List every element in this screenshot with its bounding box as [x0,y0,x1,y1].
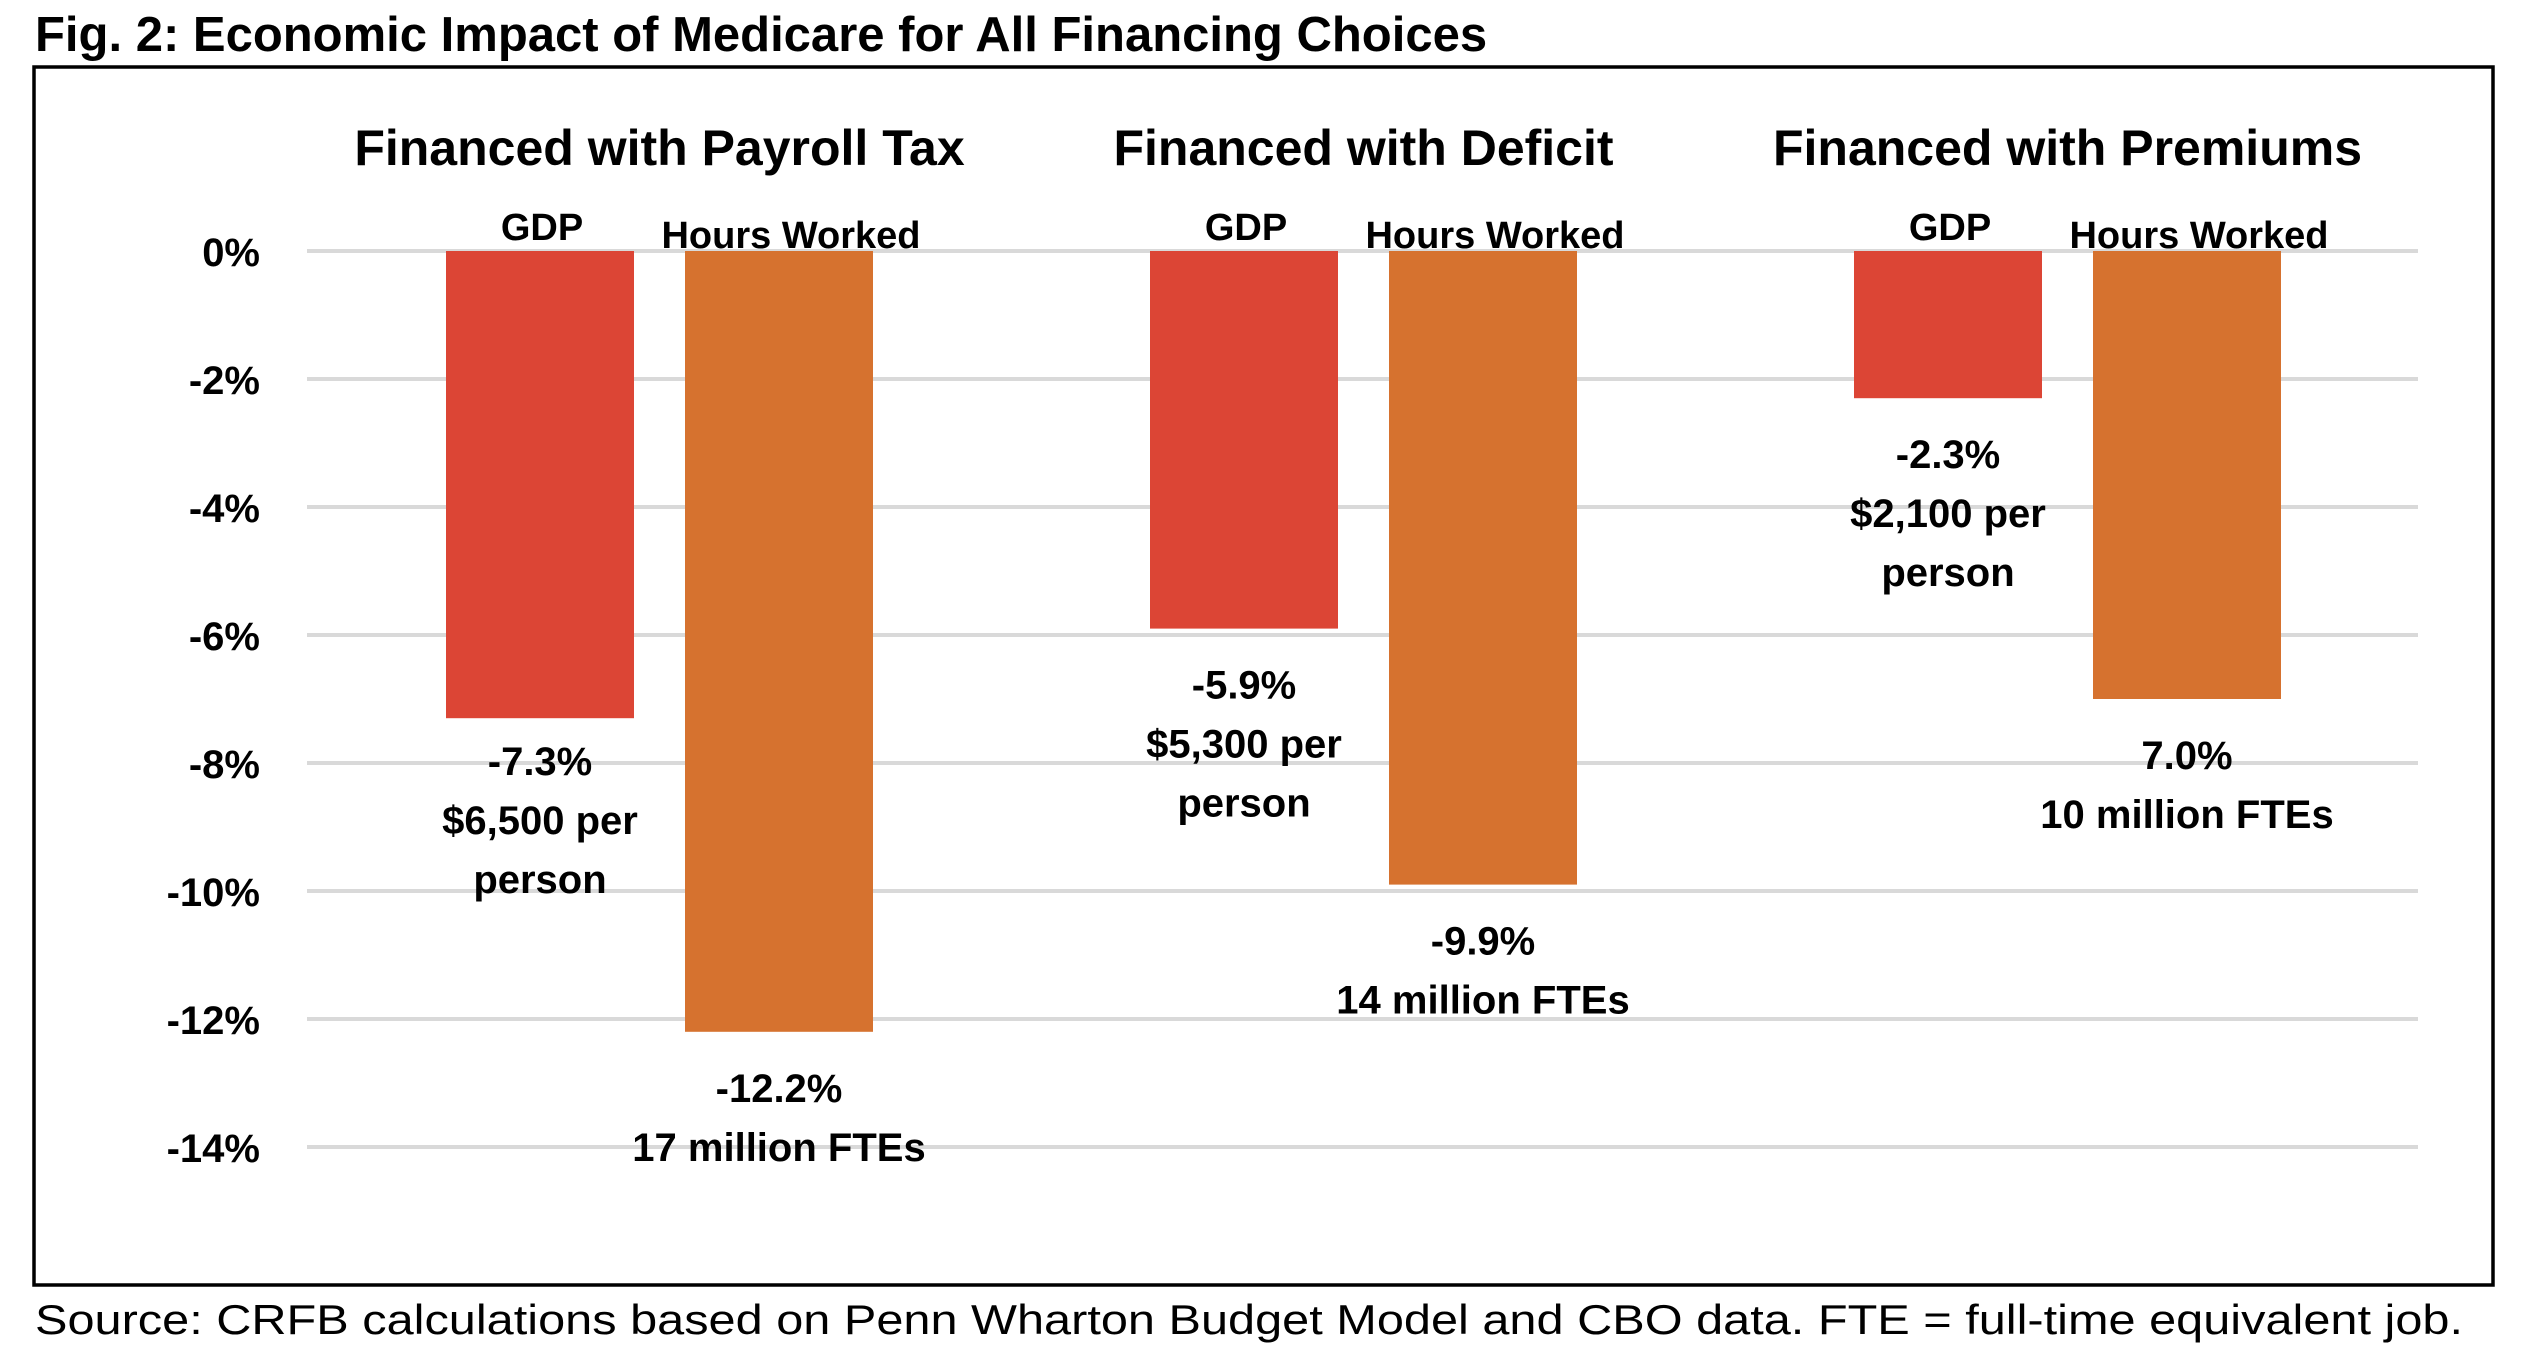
y-tick-label: 0% [202,231,260,275]
panel-titles: Financed with Payroll Tax Financed with D… [354,120,2362,176]
data-label: $6,500 per [442,799,638,843]
data-label: -7.3% [488,740,593,784]
data-label: 14 million FTEs [1336,979,1629,1023]
panel-title: Financed with Payroll Tax [354,120,965,176]
y-axis-tick-labels: 0% -2% -4% -6% -8% -10% -12% -14% [167,231,260,1171]
data-label: -5.9% [1192,664,1297,708]
y-tick-label: -6% [189,615,260,659]
series-label-gdp: GDP [1205,207,1287,249]
data-label: 17 million FTEs [632,1126,925,1170]
bar-hours-worked [2093,251,2281,699]
figure-title: Fig. 2: Economic Impact of Medicare for … [35,8,1487,62]
y-tick-label: -12% [167,999,260,1043]
data-label: 7.0% [2141,734,2232,778]
y-tick-label: -14% [167,1127,260,1171]
bar-gdp [1150,251,1338,629]
data-label: 10 million FTEs [2040,793,2333,837]
series-label-hours-worked: Hours Worked [1365,215,1624,257]
series-label-gdp: GDP [501,207,583,249]
data-label: -9.9% [1431,920,1536,964]
bar-hours-worked [685,251,873,1032]
series-label-hours-worked: Hours Worked [661,215,920,257]
source-footnote: Source: CRFB calculations based on Penn … [35,1296,2463,1343]
bar-hours-worked [1389,251,1577,885]
panel-title: Financed with Premiums [1773,120,2362,176]
y-tick-label: -4% [189,487,260,531]
data-label: -12.2% [716,1067,843,1111]
y-tick-label: -10% [167,871,260,915]
data-label: person [1881,551,2014,595]
data-label: person [473,858,606,902]
data-label: -2.3% [1896,433,2001,477]
data-label: $5,300 per [1146,723,1342,767]
series-label-gdp: GDP [1909,207,1991,249]
data-label: person [1177,782,1310,826]
y-tick-label: -8% [189,743,260,787]
series-label-hours-worked: Hours Worked [2069,215,2328,257]
y-tick-label: -2% [189,359,260,403]
bar-gdp [446,251,634,719]
bar-gdp [1854,251,2042,399]
panel-title: Financed with Deficit [1113,120,1613,176]
data-label: $2,100 per [1850,492,2046,536]
chart-frame [32,65,2495,1287]
bars [446,251,2281,1032]
data-labels: GDP -7.3% $6,500 per person Hours Worked -12.… [442,207,2334,1170]
gridlines [307,249,2418,1149]
